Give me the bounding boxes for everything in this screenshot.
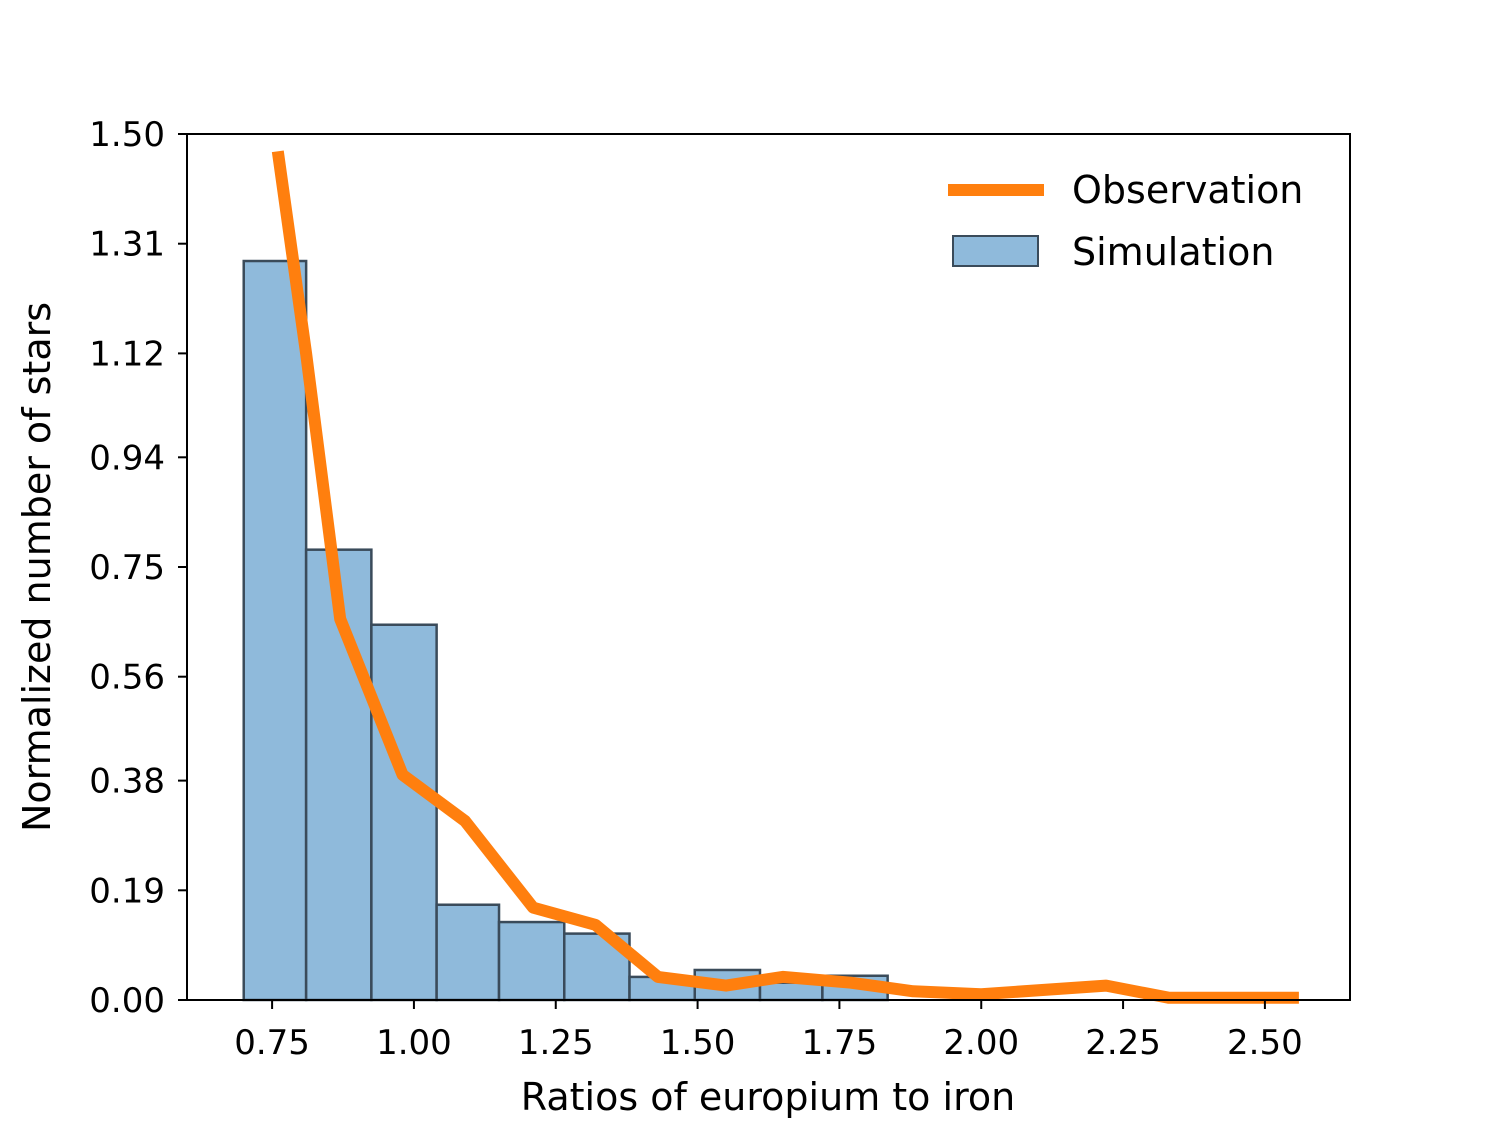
y-tick-label: 0.56 bbox=[89, 658, 165, 698]
y-tick-label: 1.50 bbox=[89, 115, 165, 155]
x-tick-label: 1.00 bbox=[376, 1023, 452, 1063]
histogram-bar bbox=[435, 903, 501, 1002]
y-tick-label: 0.75 bbox=[89, 548, 165, 588]
observation-line bbox=[271, 150, 1299, 1004]
legend-observation-label: Observation bbox=[1072, 168, 1303, 212]
x-axis-ticks: 0.75 1.00 1.25 1.50 1.75 2.00 2.25 2.50 bbox=[234, 1000, 1303, 1063]
y-tick-label: 0.38 bbox=[89, 762, 165, 802]
legend-simulation-label: Simulation bbox=[1072, 230, 1274, 274]
histogram-bar bbox=[370, 623, 438, 1002]
x-tick-label: 0.75 bbox=[234, 1023, 310, 1063]
x-tick-label: 2.25 bbox=[1085, 1023, 1161, 1063]
y-tick-label: 0.94 bbox=[89, 438, 165, 478]
histogram-bar bbox=[497, 920, 566, 1002]
x-axis-label: Ratios of europium to iron bbox=[521, 1075, 1015, 1119]
y-tick-label: 0.19 bbox=[89, 871, 165, 911]
legend-simulation-swatch bbox=[952, 235, 1039, 267]
y-tick-label: 0.00 bbox=[89, 981, 165, 1021]
y-tick-label: 1.31 bbox=[89, 225, 165, 265]
x-tick-label: 1.75 bbox=[802, 1023, 878, 1063]
x-tick-label: 2.00 bbox=[943, 1023, 1019, 1063]
histogram-bar bbox=[242, 259, 308, 1002]
x-tick-label: 2.50 bbox=[1227, 1023, 1303, 1063]
observation-line-layer bbox=[271, 150, 1299, 1004]
y-axis-ticks: 0.00 0.19 0.38 0.56 0.75 0.94 1.12 1.31 1.50 bbox=[89, 115, 187, 1021]
x-tick-label: 1.50 bbox=[660, 1023, 736, 1063]
y-tick-label: 1.12 bbox=[89, 334, 165, 374]
y-axis-label: Normalized number of stars bbox=[15, 302, 59, 832]
x-tick-label: 1.25 bbox=[518, 1023, 594, 1063]
legend: Observation Simulation bbox=[948, 168, 1303, 274]
